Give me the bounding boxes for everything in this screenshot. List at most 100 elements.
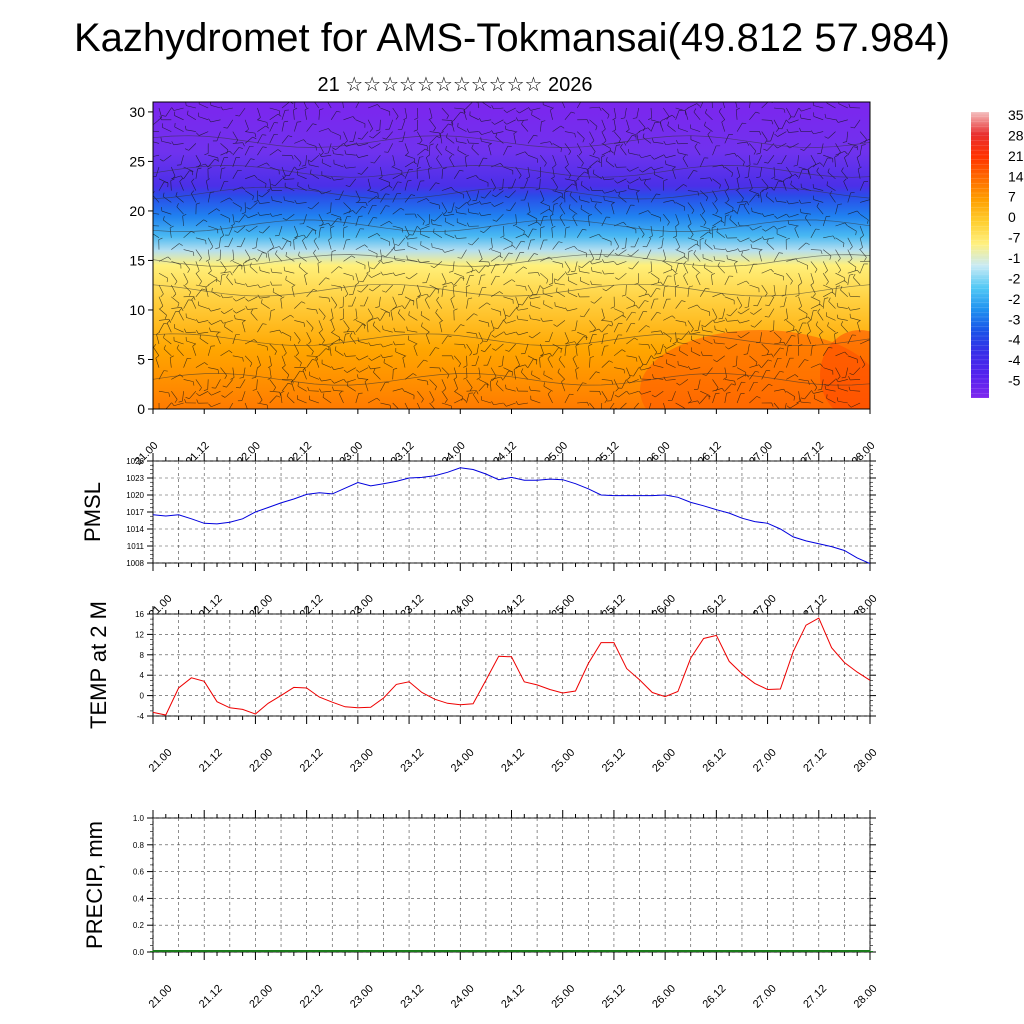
- wind-barb: [687, 202, 695, 211]
- wind-barb: [296, 202, 307, 204]
- wind-barb: [823, 367, 833, 371]
- wind-barb-flag: [675, 223, 680, 227]
- wind-barb: [663, 199, 674, 203]
- wind-barb-flag: [521, 120, 524, 125]
- wind-barb: [331, 331, 340, 338]
- wind-barb: [575, 369, 578, 380]
- wind-barb-flag: [187, 110, 189, 115]
- wind-barb-flag: [195, 319, 199, 323]
- wind-barb-flag: [147, 154, 149, 157]
- wind-barb-flag: [419, 412, 422, 415]
- wind-barb-flag: [237, 169, 242, 172]
- wind-barb-flag: [828, 297, 831, 302]
- wind-barb: [429, 284, 439, 290]
- wind-barb-flag: [245, 298, 249, 302]
- wind-barb-flag: [690, 328, 694, 333]
- wind-barb-flag: [368, 288, 373, 292]
- wind-barb: [281, 166, 286, 177]
- wind-barb: [334, 379, 344, 384]
- wind-barb: [363, 296, 369, 307]
- wind-barb-flag: [211, 387, 216, 389]
- wind-barb: [404, 402, 409, 409]
- wind-barb: [663, 315, 673, 321]
- wind-barb-flag: [648, 344, 651, 349]
- wind-barb: [835, 237, 845, 244]
- wind-barb: [395, 249, 406, 251]
- wind-barb-flag: [391, 164, 396, 168]
- wind-barb-flag: [499, 291, 503, 295]
- wind-barb-flag: [853, 273, 856, 278]
- wind-barb-flag: [466, 201, 470, 206]
- wind-barb-flag: [291, 284, 296, 288]
- wind-barb-flag: [844, 351, 848, 356]
- wind-barb-flag: [498, 365, 503, 368]
- wind-barb: [794, 228, 799, 238]
- wind-barb-flag: [601, 317, 605, 321]
- layer-temp-xtick-label: 27.00: [751, 747, 779, 775]
- wind-barb-flag: [825, 281, 829, 286]
- wind-barb: [741, 255, 750, 262]
- wind-barb: [700, 177, 711, 180]
- wind-barb: [857, 322, 861, 333]
- wind-barb: [478, 383, 486, 392]
- wind-barb: [576, 143, 582, 153]
- wind-barb: [211, 402, 221, 408]
- wind-barb: [174, 340, 184, 345]
- wind-barb-flag: [733, 210, 738, 214]
- wind-barb-flag: [431, 220, 433, 225]
- wind-barb: [239, 379, 246, 389]
- wind-barb-flag: [416, 296, 421, 299]
- wind-barb: [650, 193, 657, 203]
- wind-barb: [244, 190, 254, 197]
- wind-barb-flag: [798, 282, 803, 286]
- wind-barb: [773, 331, 782, 340]
- wind-barb: [506, 119, 516, 125]
- wind-barb: [306, 355, 317, 357]
- wind-barb: [183, 358, 188, 368]
- wind-barb: [491, 249, 501, 254]
- wind-barb: [819, 334, 824, 345]
- wind-barb: [451, 121, 455, 132]
- layer-temp-xtick-label: 22.00: [247, 747, 275, 775]
- wind-barb: [294, 121, 298, 132]
- wind-barb: [220, 197, 230, 203]
- wind-barb: [773, 252, 780, 262]
- wind-barb: [527, 166, 530, 177]
- wind-barb: [420, 244, 430, 250]
- wind-barb-flag: [696, 103, 701, 107]
- wind-barb: [665, 164, 676, 168]
- wind-barb: [847, 225, 857, 232]
- wind-barb-flag: [632, 135, 637, 137]
- wind-barb-flag: [307, 206, 312, 210]
- wind-barb-flag: [495, 380, 499, 385]
- wind-barb-flag: [467, 208, 470, 213]
- wind-barb: [166, 322, 172, 333]
- wind-barb-flag: [238, 147, 243, 149]
- wind-barb: [859, 263, 865, 274]
- y-tick-label: 0.6: [133, 868, 145, 877]
- wind-barb: [759, 192, 762, 203]
- wind-barb: [687, 400, 698, 404]
- wind-barb: [294, 355, 302, 363]
- y-tick-label: 1011: [127, 542, 145, 551]
- wind-barb: [367, 233, 378, 239]
- wind-barb: [281, 121, 285, 132]
- wind-barb-flag: [449, 271, 454, 273]
- wind-barb-flag: [196, 392, 200, 397]
- wind-barb-flag: [587, 166, 592, 170]
- wind-barb-flag: [779, 370, 784, 373]
- wind-barb: [330, 202, 332, 213]
- wind-barb: [297, 398, 307, 404]
- wind-barb-flag: [578, 265, 582, 269]
- wind-barb: [404, 154, 415, 159]
- wind-barb: [835, 222, 846, 227]
- wind-barb: [724, 152, 735, 156]
- wind-barb-flag: [245, 283, 248, 287]
- wind-barb-flag: [601, 155, 606, 158]
- wind-barb-flag: [455, 208, 457, 213]
- y-tick-label: 5: [137, 351, 145, 367]
- wind-barb: [398, 237, 406, 246]
- wind-barb: [243, 263, 246, 274]
- wind-barb-flag: [364, 378, 369, 382]
- wind-barb-flag: [199, 281, 202, 285]
